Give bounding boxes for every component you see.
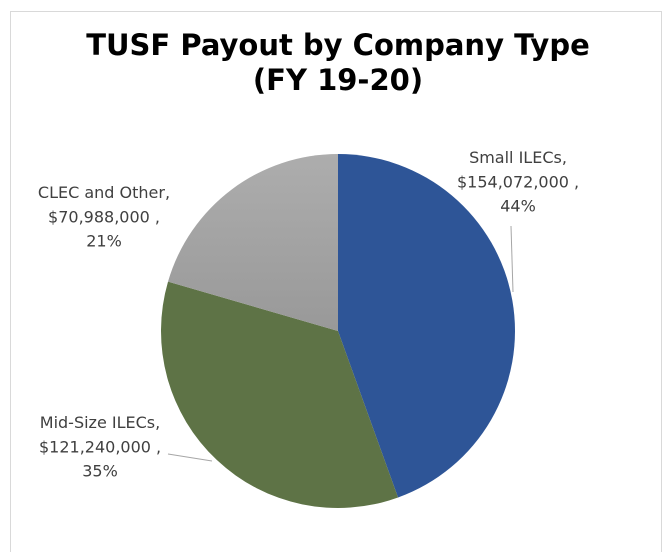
category-name: Small ILECs — [469, 148, 562, 167]
data-label: $154,072,000, — [457, 172, 579, 191]
percent-label: 21% — [86, 232, 122, 251]
category-name: CLEC and Other — [38, 183, 165, 202]
separator: , — [165, 183, 170, 202]
data-label: CLEC and Other, — [38, 183, 170, 202]
slice-shade — [168, 154, 338, 331]
separator: , — [155, 413, 160, 432]
value-label: $70,988,000 — [48, 207, 150, 226]
leader-line — [167, 453, 213, 462]
category-name: Mid-Size ILECs — [40, 413, 155, 432]
chart-title: (FY 19-20) — [253, 63, 423, 97]
data-label: $121,240,000, — [39, 437, 161, 456]
percent-label: 44% — [500, 197, 536, 216]
pie-slice — [338, 154, 515, 498]
chart-title: TUSF Payout by Company Type — [86, 28, 590, 62]
separator: , — [574, 172, 579, 191]
pie-slice — [161, 281, 399, 508]
percent-label: 35% — [82, 462, 118, 481]
separator: , — [155, 207, 160, 226]
leader-line — [510, 225, 514, 293]
value-label: $121,240,000 — [39, 437, 151, 456]
separator: , — [156, 437, 161, 456]
data-label: Mid-Size ILECs, — [40, 413, 160, 432]
data-label: Small ILECs, — [469, 148, 567, 167]
value-label: $154,072,000 — [457, 172, 569, 191]
separator: , — [562, 148, 567, 167]
data-label: $70,988,000, — [48, 207, 160, 226]
